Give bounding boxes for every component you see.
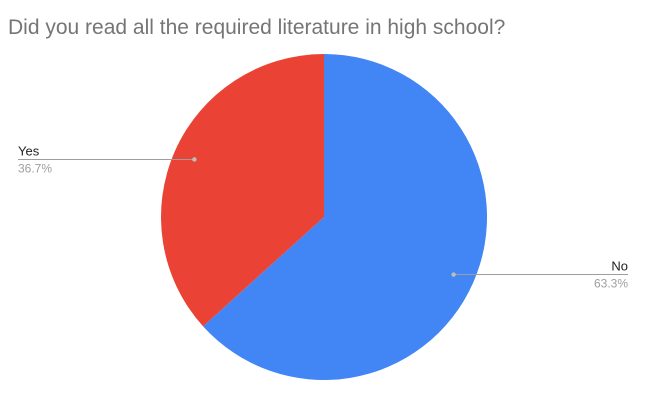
- chart-title: Did you read all the required literature…: [8, 16, 506, 39]
- slice-label-yes: Yes: [18, 143, 40, 158]
- pie-callouts: No 63.3% Yes 36.7%: [18, 143, 628, 291]
- callout-dot-yes: [192, 157, 197, 162]
- callout-dot-no: [451, 272, 456, 277]
- pie-slice-no[interactable]: [203, 54, 488, 381]
- pie-slice-yes[interactable]: [161, 54, 324, 327]
- slice-label-no: No: [611, 259, 628, 274]
- slice-percent-no: 63.3%: [594, 277, 628, 291]
- pie-slices: [161, 54, 488, 381]
- slice-percent-yes: 36.7%: [18, 161, 52, 175]
